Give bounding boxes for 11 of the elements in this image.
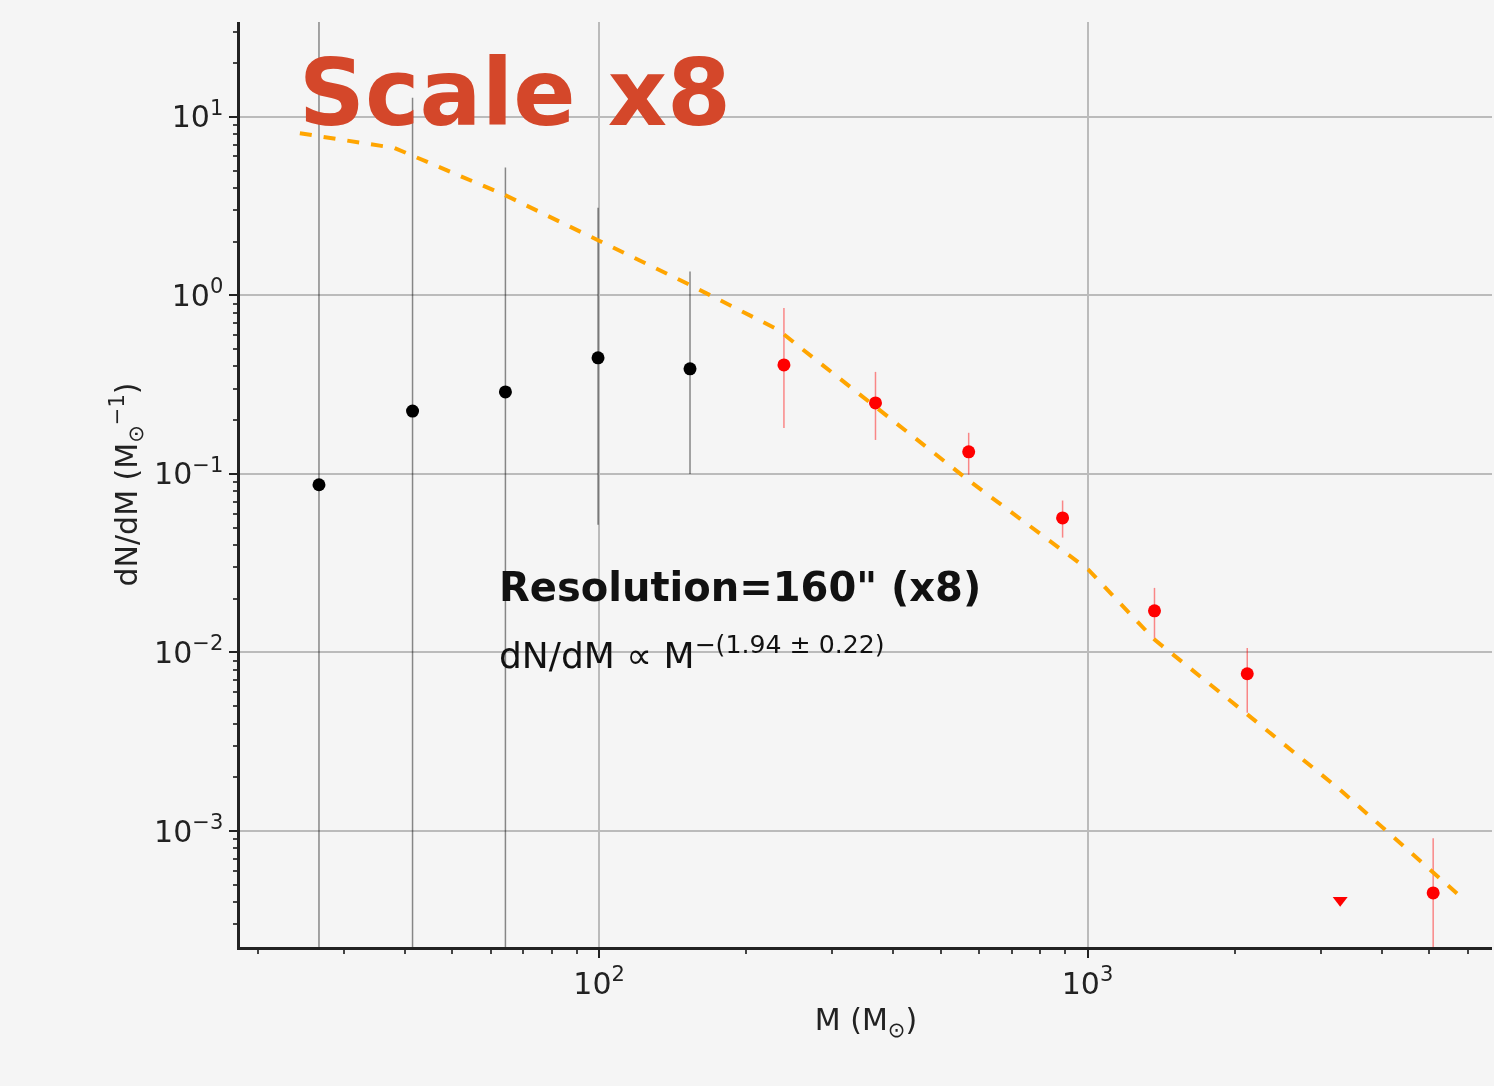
y-tick-label: 10$^{0}$ — [171, 274, 224, 313]
chart-title: Scale x8 — [298, 39, 731, 147]
annotation: dN/dM ∝ M$^{−(1.94 ± 0.22)}$ — [499, 630, 885, 677]
x-tick-label: 10$^{3}$ — [1061, 962, 1114, 1001]
x-tick-label: 10$^{2}$ — [573, 962, 625, 1001]
x-axis-title: M (M$_{⊙}$) — [814, 1002, 918, 1042]
annotation: Resolution=160" (x8) — [499, 564, 982, 610]
y-tick-label: 10$^{−2}$ — [154, 631, 224, 670]
y-tick-label: 10$^{−1}$ — [154, 452, 224, 492]
y-tick-label: 10$^{1}$ — [171, 95, 224, 135]
y-tick-label: 10$^{−3}$ — [154, 809, 224, 849]
